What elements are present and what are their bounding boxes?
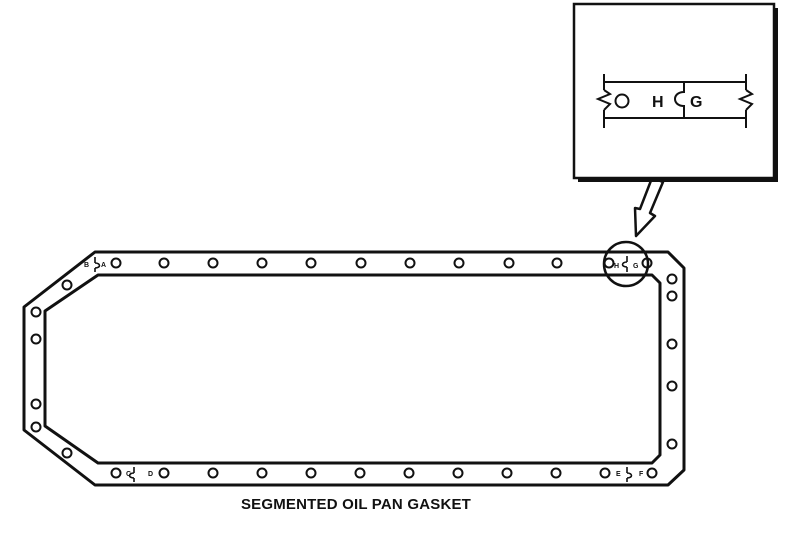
joint-label-h: H [614,263,619,270]
bolt-hole [452,467,464,479]
joint-c-d: C D [126,467,153,482]
joint-label-f: F [639,471,644,478]
joint-label-a: A [101,262,106,269]
detail-box-frame [572,2,776,180]
bolt-hole [666,338,678,350]
gasket-outer-outline [22,250,686,487]
bolt-hole [355,257,367,269]
joint-e-f: E F [616,467,644,482]
joint-label-b: B [84,262,89,269]
bolt-hole [666,438,678,450]
bolt-hole [30,398,42,410]
left-break-mark [595,89,613,111]
bolt-hole [666,380,678,392]
joint-label-c: C [126,471,131,478]
bolt-hole [501,467,513,479]
bolt-hole [61,279,73,291]
diagram-caption: SEGMENTED OIL PAN GASKET [240,496,472,513]
magnified-joint: H G [595,74,755,128]
detail-label-h: H [652,94,664,111]
joint-h-g: H G [614,256,639,272]
right-break-mark [737,89,755,111]
bolt-hole [603,257,615,269]
bolt-hole [503,257,515,269]
bolt-hole [256,467,268,479]
bolt-hole [30,333,42,345]
bolt-hole [110,257,122,269]
bolt-hole [403,467,415,479]
bolt-hole [256,257,268,269]
joint-label-d: D [148,471,153,478]
bolt-hole [305,257,317,269]
bolt-hole [453,257,465,269]
bolt-hole [30,306,42,318]
magnified-bolt-hole [614,93,630,109]
bolt-hole [158,467,170,479]
detail-box: H G [572,2,778,182]
bolt-hole [207,467,219,479]
interlock-seam [674,82,685,118]
bolt-hole [110,467,122,479]
bolt-hole [551,257,563,269]
bolt-hole [666,290,678,302]
joint-label-e: E [616,471,621,478]
bolt-hole [666,273,678,285]
gasket-inner-outline [43,273,662,465]
bolt-hole [354,467,366,479]
detail-label-g: G [690,94,702,111]
bolt-hole [599,467,611,479]
joint-a-b: B A [84,257,106,272]
bolt-hole [61,447,73,459]
bolt-hole [207,257,219,269]
callout-arrow [633,176,665,238]
joint-label-g: G [633,263,639,270]
bolt-holes [30,257,678,479]
detail-highlight-circle [602,240,650,288]
bolt-hole [550,467,562,479]
bolt-hole [404,257,416,269]
bolt-hole [646,467,658,479]
bolt-hole [158,257,170,269]
bolt-hole [305,467,317,479]
bolt-hole [30,421,42,433]
